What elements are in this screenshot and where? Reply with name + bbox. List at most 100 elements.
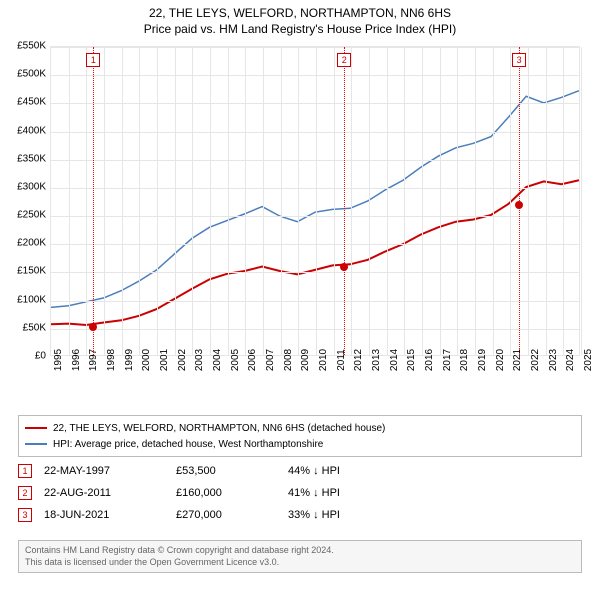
gridline-h — [51, 272, 579, 273]
gridline-h — [51, 47, 579, 48]
x-axis-label: 2006 — [247, 349, 258, 371]
gridline-v — [334, 47, 335, 355]
gridline-h — [51, 301, 579, 302]
sale-price: £53,500 — [176, 465, 276, 477]
gridline-v — [86, 47, 87, 355]
sale-diff-vs-hpi: 41% ↓ HPI — [288, 487, 388, 499]
y-axis-label: £50K — [2, 322, 46, 333]
x-axis-label: 2020 — [495, 349, 506, 371]
sale-diff-vs-hpi: 44% ↓ HPI — [288, 465, 388, 477]
legend-label: 22, THE LEYS, WELFORD, NORTHAMPTON, NN6 … — [53, 423, 385, 434]
y-axis-label: £400K — [2, 125, 46, 136]
gridline-v — [157, 47, 158, 355]
x-axis-label: 2010 — [318, 349, 329, 371]
gridline-v — [104, 47, 105, 355]
x-axis-label: 2025 — [583, 349, 594, 371]
sales-table: 122-MAY-1997£53,50044% ↓ HPI222-AUG-2011… — [18, 460, 582, 526]
sale-number-box: 3 — [18, 508, 32, 522]
title-address: 22, THE LEYS, WELFORD, NORTHAMPTON, NN6 … — [0, 6, 600, 20]
sale-dot — [340, 263, 348, 271]
legend-row-price-paid: 22, THE LEYS, WELFORD, NORTHAMPTON, NN6 … — [25, 420, 575, 436]
sale-marker-box: 1 — [86, 53, 100, 67]
gridline-v — [210, 47, 211, 355]
gridline-h — [51, 75, 579, 76]
gridline-v — [404, 47, 405, 355]
x-axis-label: 1997 — [88, 349, 99, 371]
y-axis-label: £450K — [2, 97, 46, 108]
gridline-v — [493, 47, 494, 355]
sale-marker-box: 2 — [337, 53, 351, 67]
gridline-v — [581, 47, 582, 355]
line-series-svg — [51, 47, 579, 355]
y-axis-label: £300K — [2, 181, 46, 192]
x-axis-label: 2021 — [512, 349, 523, 371]
gridline-h — [51, 132, 579, 133]
gridline-v — [316, 47, 317, 355]
legend-row-hpi: HPI: Average price, detached house, West… — [25, 436, 575, 452]
x-axis-label: 2001 — [159, 349, 170, 371]
gridline-v — [563, 47, 564, 355]
title-subtitle: Price paid vs. HM Land Registry's House … — [0, 22, 600, 36]
gridline-v — [263, 47, 264, 355]
chart-title-area: 22, THE LEYS, WELFORD, NORTHAMPTON, NN6 … — [0, 0, 600, 36]
x-axis-label: 2016 — [424, 349, 435, 371]
x-axis-label: 1998 — [106, 349, 117, 371]
sale-number-box: 1 — [18, 464, 32, 478]
sale-dot — [515, 201, 523, 209]
gridline-v — [228, 47, 229, 355]
x-axis-label: 2004 — [212, 349, 223, 371]
gridline-v — [175, 47, 176, 355]
gridline-v — [546, 47, 547, 355]
gridline-h — [51, 160, 579, 161]
gridline-h — [51, 244, 579, 245]
sale-date: 22-AUG-2011 — [44, 487, 164, 499]
sale-marker-line — [344, 47, 345, 355]
sale-marker-box: 3 — [512, 53, 526, 67]
chart-container: 123 £0£50K£100K£150K£200K£250K£300K£350K… — [0, 38, 600, 408]
x-axis-label: 2005 — [230, 349, 241, 371]
x-axis-label: 2017 — [442, 349, 453, 371]
x-axis-label: 2013 — [371, 349, 382, 371]
x-axis-label: 2002 — [177, 349, 188, 371]
footer-note: Contains HM Land Registry data © Crown c… — [18, 540, 582, 573]
sales-row: 318-JUN-2021£270,00033% ↓ HPI — [18, 504, 582, 526]
gridline-v — [245, 47, 246, 355]
legend-swatch — [25, 427, 47, 429]
x-axis-label: 1995 — [53, 349, 64, 371]
y-axis-label: £0 — [2, 351, 46, 362]
sales-row: 1 22-MAY-1997 £53,500 44% ↓ HPI — [18, 460, 582, 482]
sale-price: £160,000 — [176, 487, 276, 499]
gridline-v — [192, 47, 193, 355]
y-axis-label: £550K — [2, 41, 46, 52]
x-axis-label: 2024 — [565, 349, 576, 371]
x-axis-label: 2022 — [530, 349, 541, 371]
y-axis-label: £500K — [2, 69, 46, 80]
x-axis-label: 2023 — [548, 349, 559, 371]
x-axis-label: 2014 — [389, 349, 400, 371]
x-axis-label: 2012 — [353, 349, 364, 371]
x-axis-label: 2019 — [477, 349, 488, 371]
sale-marker-line — [93, 47, 94, 355]
gridline-h — [51, 103, 579, 104]
x-axis-label: 2018 — [459, 349, 470, 371]
x-axis-label: 2015 — [406, 349, 417, 371]
legend-swatch — [25, 443, 47, 445]
y-axis-label: £250K — [2, 210, 46, 221]
sale-price: £270,000 — [176, 509, 276, 521]
gridline-v — [457, 47, 458, 355]
y-axis-label: £100K — [2, 294, 46, 305]
gridline-v — [440, 47, 441, 355]
x-axis-label: 2003 — [194, 349, 205, 371]
footer-line1: Contains HM Land Registry data © Crown c… — [25, 545, 575, 557]
x-axis-label: 2008 — [283, 349, 294, 371]
gridline-v — [139, 47, 140, 355]
gridline-v — [528, 47, 529, 355]
x-axis-label: 1996 — [71, 349, 82, 371]
sale-dot — [89, 323, 97, 331]
sale-date: 22-MAY-1997 — [44, 465, 164, 477]
sales-row: 222-AUG-2011£160,00041% ↓ HPI — [18, 482, 582, 504]
gridline-v — [351, 47, 352, 355]
gridline-v — [510, 47, 511, 355]
sale-date: 18-JUN-2021 — [44, 509, 164, 521]
x-axis-label: 2009 — [300, 349, 311, 371]
